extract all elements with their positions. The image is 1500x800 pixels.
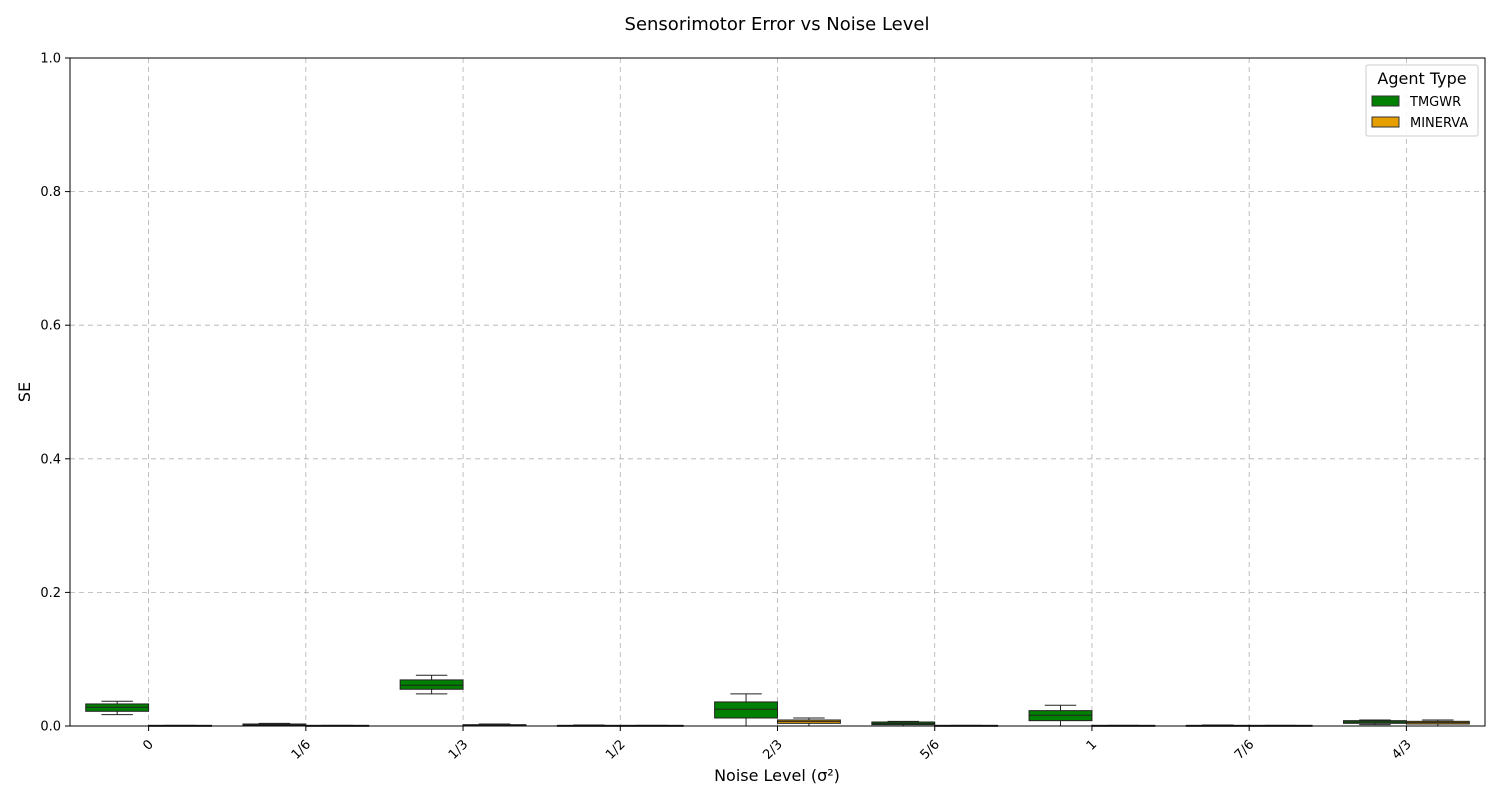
x-tick-label: 2/3 xyxy=(760,737,785,762)
legend-label-minerva: MINERVA xyxy=(1410,116,1468,131)
legend-title: Agent Type xyxy=(1377,69,1466,88)
x-tick-label: 1/3 xyxy=(446,737,471,762)
box-tmgwr-8 xyxy=(1343,719,1407,726)
box-minerva-4 xyxy=(777,717,841,727)
ticks: 0.0 0.2 0.4 0.6 0.8 1.0 0 1/6 1/3 1/2 2/3 5/6 1 7/6 4/… xyxy=(40,52,1414,763)
legend-label-tmgwr: TMGWR xyxy=(1409,95,1461,110)
y-tick-label: 0.8 xyxy=(40,185,61,200)
grid xyxy=(70,57,1485,727)
y-tick-label: 0.2 xyxy=(40,586,61,601)
legend-swatch-tmgwr xyxy=(1371,95,1400,107)
y-tick-label: 1.0 xyxy=(40,52,61,67)
box-tmgwr-5 xyxy=(871,720,936,727)
legend: Agent Type TMGWR MINERVA xyxy=(1365,64,1479,137)
legend-swatch-minerva xyxy=(1371,116,1400,128)
x-tick-label: 1 xyxy=(1084,737,1100,753)
box-tmgwr-6 xyxy=(1028,704,1093,727)
x-tick-label: 1/6 xyxy=(289,737,314,762)
x-axis-label: Noise Level (σ²) xyxy=(714,766,840,785)
box-body xyxy=(399,679,464,690)
x-tick-label: 5/6 xyxy=(918,737,943,762)
x-tick-label: 4/3 xyxy=(1389,737,1414,762)
y-axis-label: SE xyxy=(15,382,34,402)
chart-title: Sensorimotor Error vs Noise Level xyxy=(625,14,930,35)
y-tick-label: 0.6 xyxy=(40,319,61,334)
box-minerva-8 xyxy=(1405,719,1470,727)
box-tmgwr-2 xyxy=(399,674,464,695)
y-tick-label: 0.0 xyxy=(40,720,61,735)
x-tick-label: 0 xyxy=(140,737,156,753)
x-tick-label: 7/6 xyxy=(1232,737,1257,762)
y-tick-label: 0.4 xyxy=(40,452,61,467)
box-tmgwr-0 xyxy=(85,700,150,716)
box-tmgwr-4 xyxy=(714,693,778,727)
box-body xyxy=(714,701,778,719)
x-tick-label: 1/2 xyxy=(603,737,628,762)
